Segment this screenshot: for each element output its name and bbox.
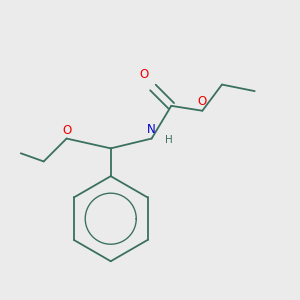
Text: H: H <box>165 135 173 145</box>
Text: N: N <box>147 123 155 136</box>
Text: O: O <box>62 124 71 137</box>
Text: O: O <box>198 95 207 108</box>
Text: O: O <box>140 68 149 81</box>
